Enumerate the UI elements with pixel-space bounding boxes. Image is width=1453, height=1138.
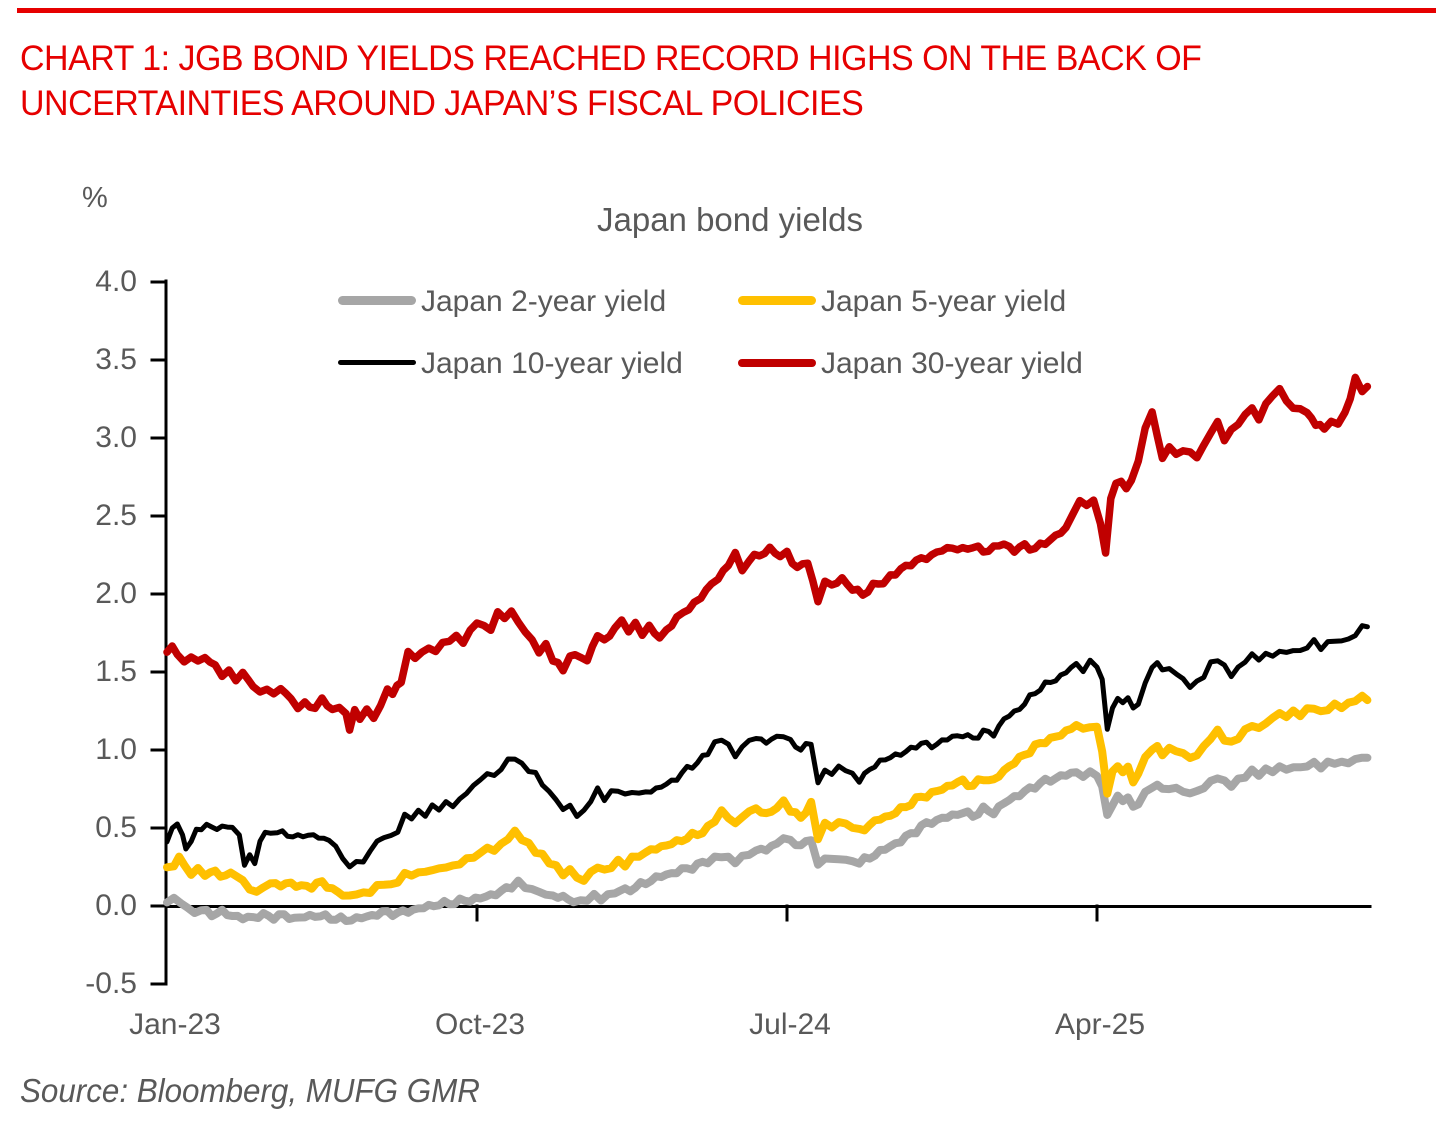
legend-swatch-30-year [738, 359, 816, 367]
x-tick-label: Oct-23 [434, 1008, 526, 1041]
y-tick-label: 2.0 [95, 577, 137, 610]
chart-title: Japan bond yields [596, 201, 864, 238]
y-tick-label: -0.5 [85, 967, 137, 1000]
legend-swatch-5-year [738, 296, 816, 305]
y-tick-label: 1.0 [95, 733, 137, 766]
x-tick-label: Jul-24 [749, 1008, 831, 1041]
legend-label-5-year: Japan 5-year yield [821, 285, 1067, 318]
legend-label-10-year: Japan 10-year yield [421, 347, 683, 380]
top-red-rule [17, 8, 1436, 13]
legend-label-30-year: Japan 30-year yield [821, 347, 1083, 380]
y-tick-label: 0.5 [95, 811, 137, 844]
y-tick-label: 3.0 [95, 421, 137, 454]
chart-header-line1: CHART 1: JGB BOND YIELDS REACHED RECORD … [20, 39, 1202, 78]
y-tick-label: 1.5 [95, 655, 137, 688]
source-note: Source: Bloomberg, MUFG GMR [20, 1072, 480, 1109]
x-tick-label: Apr-25 [1054, 1008, 1146, 1041]
chart-header-line2: UNCERTAINTIES AROUND JAPAN’S FISCAL POLI… [20, 84, 864, 123]
legend-label-2-year: Japan 2-year yield [421, 285, 667, 318]
legend-swatch-10-year [338, 360, 416, 365]
chart-header: CHART 1: JGB BOND YIELDS REACHED RECORD … [20, 36, 1446, 126]
x-tick-label: Jan-23 [129, 1008, 221, 1041]
y-tick-label: 2.5 [95, 499, 137, 532]
y-tick-label: 3.5 [95, 343, 137, 376]
y-axis-unit-label: % [82, 182, 108, 214]
y-tick-label: 4.0 [95, 265, 137, 298]
y-tick-label: 0.0 [95, 889, 137, 922]
legend-swatch-2-year [338, 296, 416, 305]
